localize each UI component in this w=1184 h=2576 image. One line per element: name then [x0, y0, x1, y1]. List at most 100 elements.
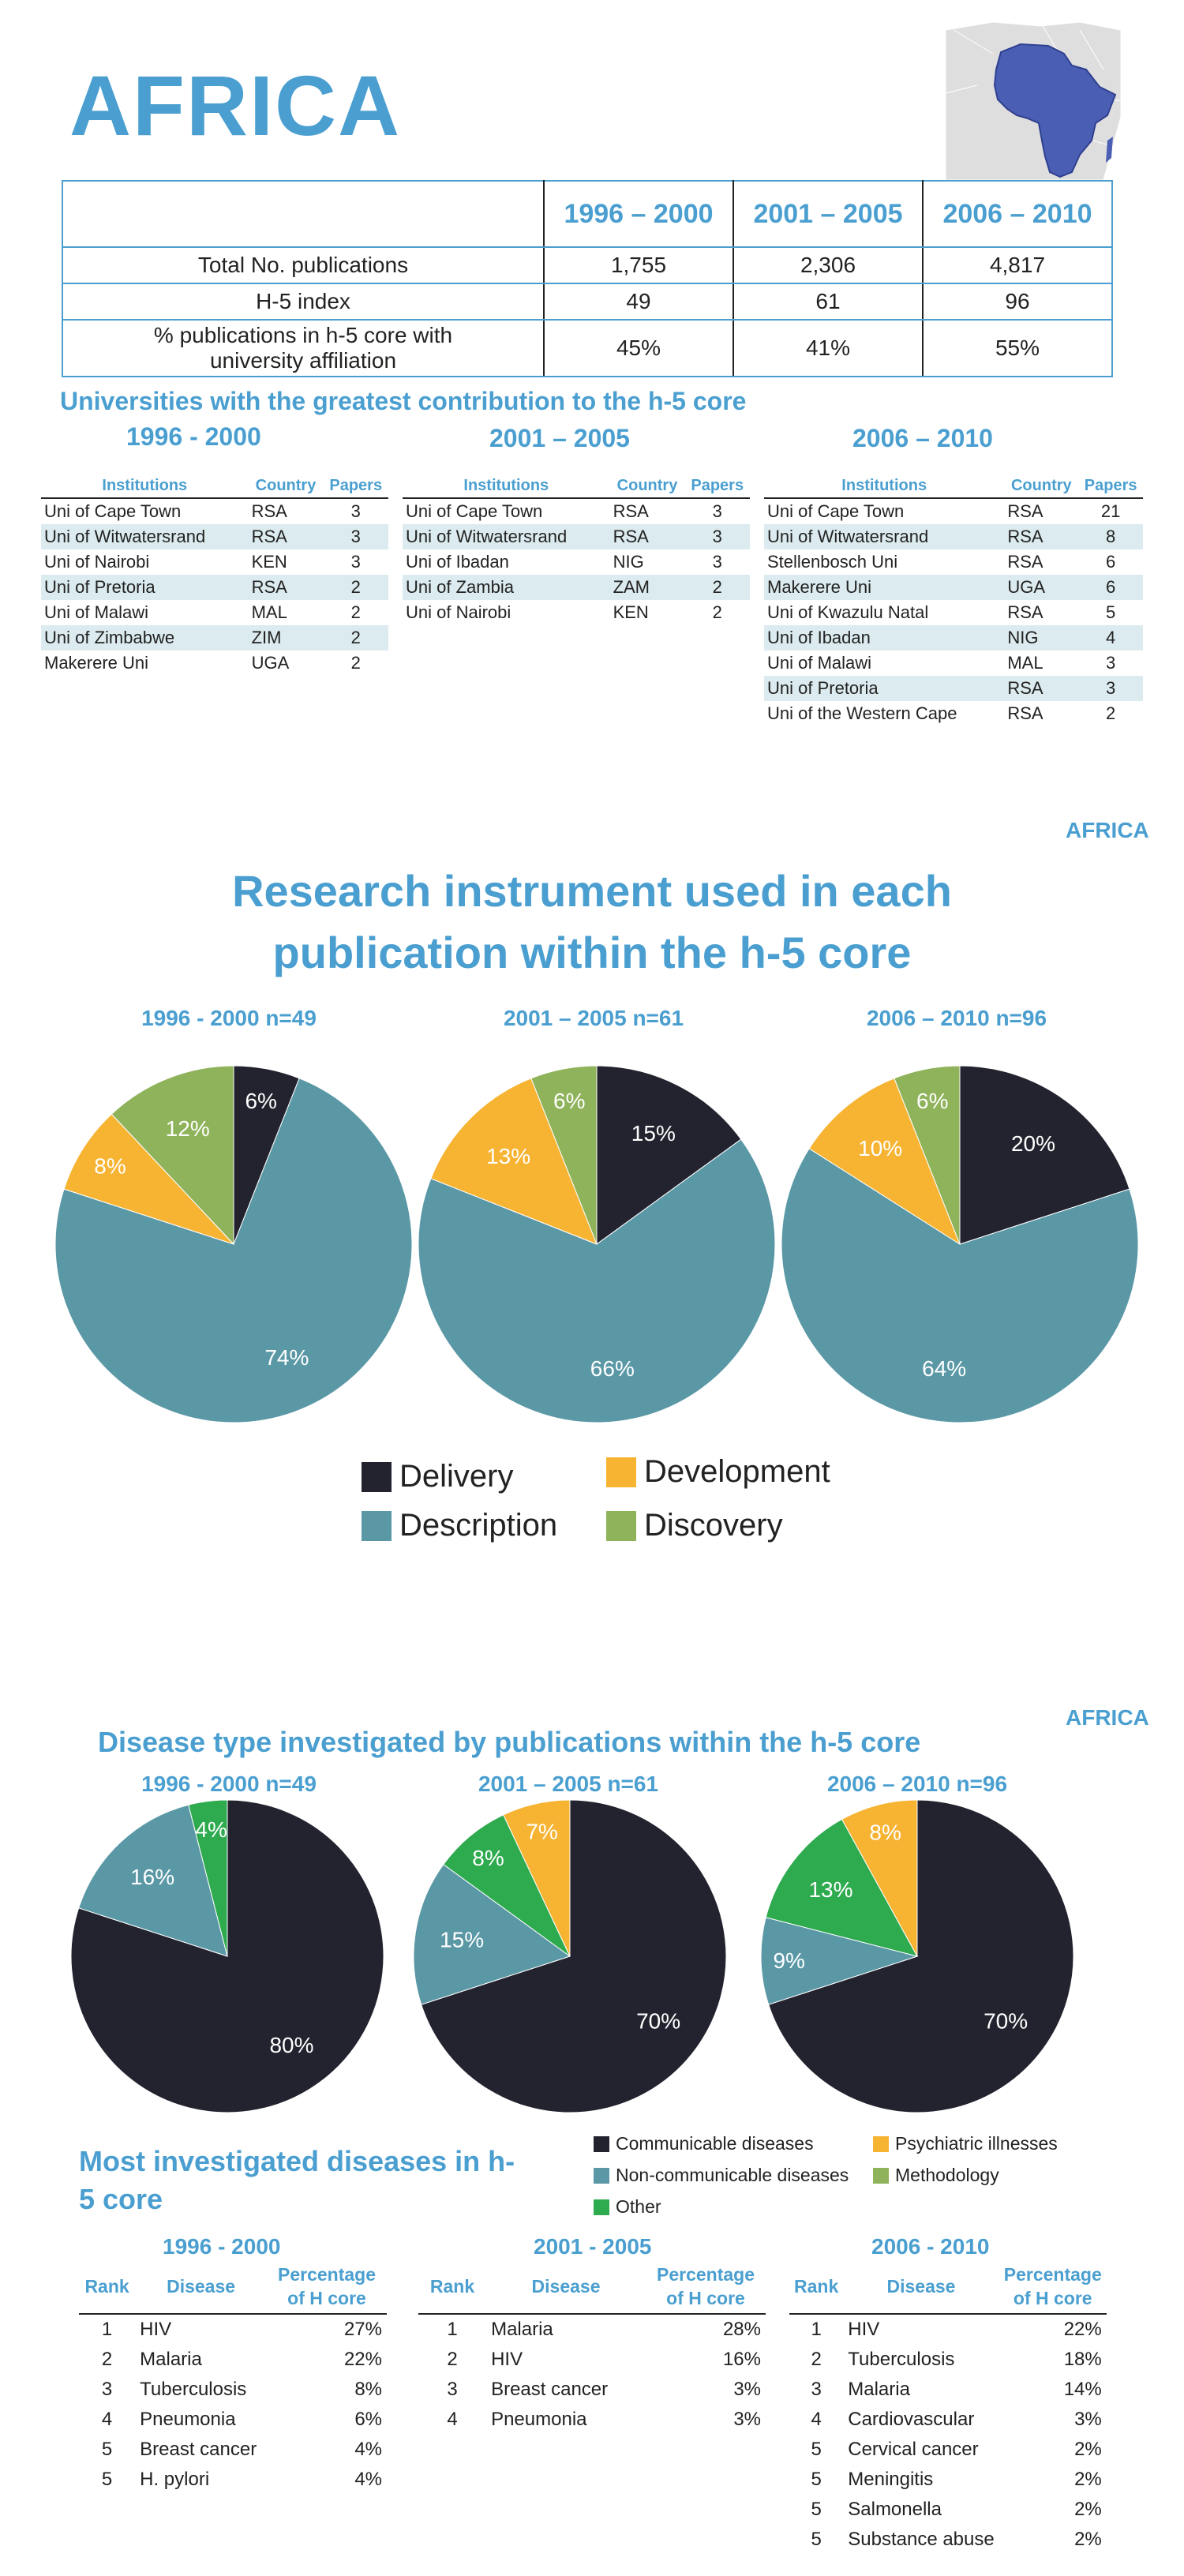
- institution-name: Uni of Malawi: [44, 602, 149, 622]
- country-code: ZAM: [609, 575, 685, 600]
- percentage: 3%: [1074, 2409, 1102, 2430]
- diseases-table: Rank Disease Percentage of H core 1 Malaria 2…: [418, 2263, 766, 2435]
- pie-data-label: 15%: [631, 1121, 676, 1146]
- pie-data-label: 13%: [808, 1877, 852, 1902]
- rank: 5: [811, 2529, 822, 2550]
- institution-name: Uni of the Western Cape: [767, 703, 957, 723]
- legend-communicable: Communicable diseases: [594, 2133, 814, 2154]
- institution-name: Uni of Witwatersrand: [403, 524, 610, 549]
- paper-count: 5: [1106, 602, 1116, 622]
- universities-period-label: 2006 – 2010: [852, 424, 993, 452]
- legend-non-communicable: Non-communicable diseases: [594, 2165, 849, 2186]
- pie-data-label: 6%: [916, 1089, 948, 1113]
- legend-methodology: Methodology: [873, 2165, 999, 2186]
- paper-count: 8: [1078, 524, 1143, 549]
- rank: 4: [811, 2409, 822, 2430]
- percentage: 4%: [354, 2469, 382, 2490]
- legend-label: Development: [644, 1454, 830, 1489]
- legend-swatch: [362, 1461, 392, 1492]
- col-header-percentage: Percentage of H core: [267, 2263, 387, 2315]
- table-row: 5 Salmonella 2%: [789, 2495, 1107, 2525]
- col-header-country: Country: [1004, 477, 1079, 499]
- institution-name: Uni of Pretoria: [41, 575, 249, 600]
- country-code: RSA: [1004, 676, 1079, 701]
- pie-slice-psychiatric-illnesses: [841, 1799, 918, 1957]
- country-code: NIG: [1004, 625, 1079, 651]
- pie-slice-description: [418, 1138, 776, 1423]
- pie-slice-non-communicable-diseases: [413, 1863, 571, 2005]
- pie-data-label: 64%: [922, 1356, 966, 1381]
- table-row: 4 Pneumonia 6%: [79, 2405, 387, 2435]
- col-header-disease: Disease: [843, 2263, 999, 2315]
- country-code: NIG: [613, 552, 644, 572]
- disease-pie-2006: 70% 9% 13% 8%: [760, 1799, 1074, 2113]
- disease-name: Meningitis: [848, 2469, 934, 2490]
- pie-data-label: 16%: [130, 1865, 174, 1889]
- pie-data-label: 9%: [773, 1948, 804, 1973]
- table-row: 4 Cardiovascular 3%: [789, 2405, 1107, 2435]
- diseases-heading-line: Most investigated diseases in h-: [79, 2145, 515, 2177]
- summary-cell: 61: [733, 283, 924, 321]
- universities-header-row: Institutions Country Papers: [764, 477, 1143, 499]
- table-row: Uni of Cape Town RSA 3: [41, 498, 388, 524]
- table-row: Uni of Malawi MAL 2: [41, 600, 388, 625]
- disease-name: Tuberculosis: [140, 2379, 247, 2400]
- pie-title: 2006 – 2010 n=96: [826, 1772, 1008, 1796]
- institution-name: Uni of Cape Town: [406, 501, 543, 521]
- rank: 2: [447, 2349, 458, 2370]
- pie-slice-development: [63, 1113, 234, 1245]
- pie-data-label: 8%: [869, 1820, 901, 1845]
- country-code: KEN: [613, 602, 649, 622]
- pie-slice-delivery: [596, 1065, 742, 1245]
- diseases-table: Rank Disease Percentage of H core 1 HIV 22% 2 T…: [789, 2263, 1107, 2555]
- col-header-disease: Disease: [486, 2263, 646, 2315]
- country-code: UGA: [1004, 575, 1079, 600]
- legend-swatch: [594, 2167, 609, 2184]
- pie-slice-non-communicable-diseases: [78, 1804, 228, 1957]
- universities-table: Institutions Country Papers Uni of Cape Tow…: [764, 477, 1143, 726]
- summary-cell: 4,817: [922, 246, 1113, 284]
- summary-cell: 49: [543, 283, 734, 321]
- rank: 3: [447, 2379, 458, 2400]
- rank: 4: [447, 2409, 458, 2430]
- pie-title: 2006 – 2010 n=96: [866, 1006, 1047, 1030]
- country-code: RSA: [1007, 501, 1043, 521]
- pie-data-label: 7%: [526, 1820, 557, 1844]
- legend-discovery: Discovery: [606, 1508, 783, 1543]
- diseases-heading: Most investigated diseases in h- 5 core: [79, 2143, 515, 2218]
- table-row: Uni of Zambia ZAM 2: [403, 575, 750, 600]
- country-code: RSA: [248, 575, 324, 600]
- diseases-period-label: 2001 - 2005: [534, 2234, 652, 2259]
- pie-title: 1996 - 2000 n=49: [141, 1772, 317, 1796]
- rank: 2: [101, 2349, 113, 2370]
- table-row: 4 Pneumonia 3%: [418, 2405, 766, 2435]
- summary-row-label: Total No. publications: [62, 246, 545, 284]
- table-row: Uni of Zimbabwe ZIM 2: [41, 625, 388, 651]
- percentage: 27%: [343, 2319, 382, 2340]
- legend-label: Description: [399, 1508, 558, 1543]
- legend-swatch: [873, 2167, 889, 2184]
- legend-other: Other: [594, 2196, 661, 2218]
- institution-name: Uni of Ibadan: [764, 625, 1005, 651]
- rank: 5: [811, 2499, 822, 2520]
- institution-name: Uni of Zimbabwe: [41, 625, 249, 651]
- percentage: 22%: [1063, 2319, 1102, 2340]
- country-code: MAL: [1007, 653, 1043, 673]
- rank: 5: [101, 2439, 113, 2460]
- table-row: Uni of the Western Cape RSA 2: [764, 701, 1143, 726]
- region-label: AFRICA: [1066, 1705, 1149, 1730]
- institution-name: Uni of Cape Town: [44, 501, 182, 521]
- table-row: Stellenbosch Uni RSA 6: [764, 549, 1143, 575]
- legend-swatch: [873, 2135, 889, 2152]
- col-header-rank: Rank: [789, 2263, 844, 2315]
- paper-count: 6: [1078, 575, 1143, 600]
- legend-swatch: [594, 2199, 609, 2215]
- country-code: RSA: [1007, 703, 1043, 723]
- pie-data-label: 70%: [636, 2008, 680, 2033]
- pie-slice-description: [781, 1148, 1139, 1423]
- country-code: RSA: [251, 501, 287, 521]
- rank: 2: [811, 2349, 822, 2370]
- paper-count: 3: [323, 524, 388, 549]
- legend-label: Psychiatric illnesses: [895, 2133, 1058, 2154]
- disease-name: Substance abuse: [848, 2529, 995, 2550]
